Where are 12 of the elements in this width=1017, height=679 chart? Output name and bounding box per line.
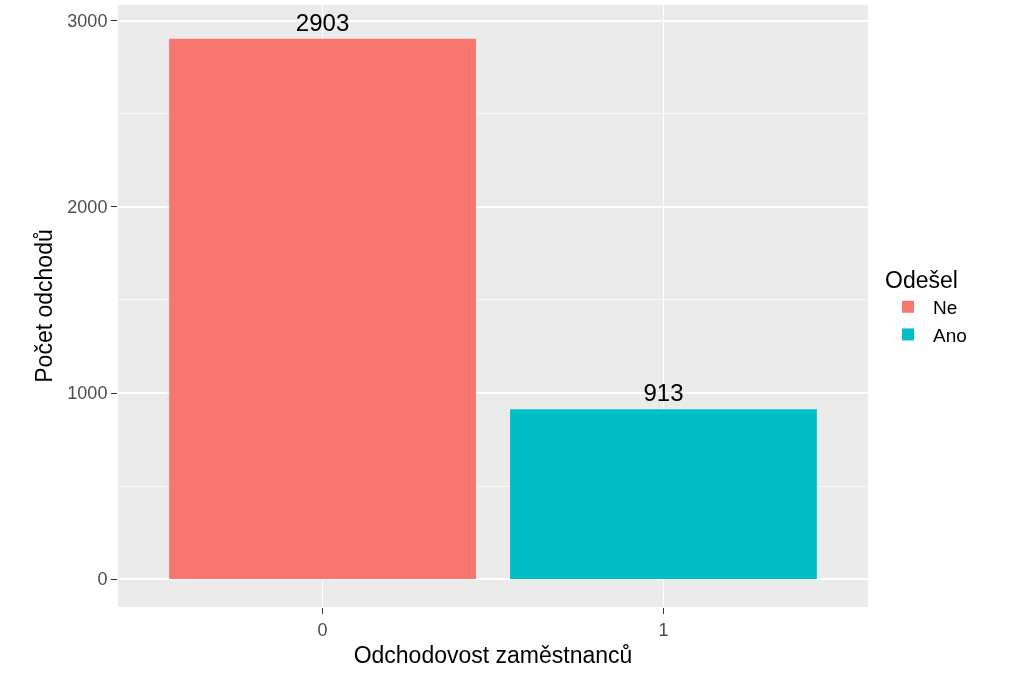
legend-label: Ano (933, 324, 967, 346)
y-tick-label: 0 (97, 569, 108, 590)
x-axis-title: Odchodovost zaměstnanců (353, 642, 633, 669)
y-tick-label: 1000 (67, 383, 108, 404)
data-label: 913 (643, 379, 684, 407)
y-axis-title: Počet odchodů (30, 229, 57, 383)
y-tick-label: 2000 (67, 197, 108, 218)
data-label: 2903 (295, 8, 350, 36)
y-tick-label: 3000 (67, 11, 108, 32)
legend-title: Odešel (885, 266, 958, 293)
legend-label: Ne (933, 297, 958, 319)
x-tick-label: 1 (658, 619, 669, 640)
